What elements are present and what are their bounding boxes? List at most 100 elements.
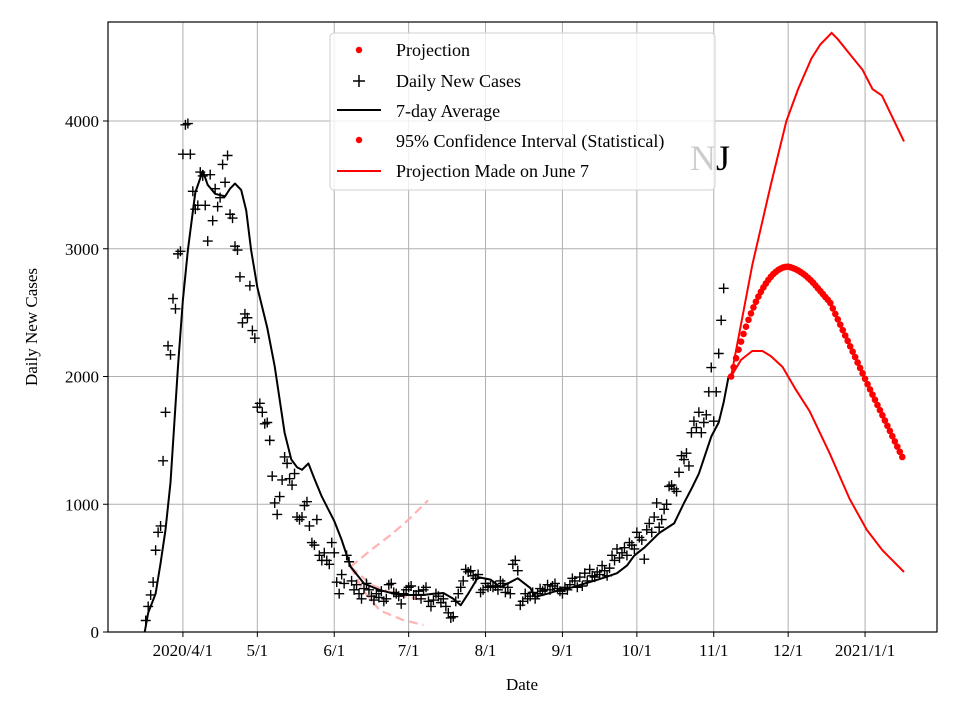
- daily-case-marker: [396, 598, 407, 609]
- daily-case-marker: [584, 564, 595, 575]
- daily-case-marker: [319, 547, 330, 558]
- daily-case-marker: [254, 398, 265, 409]
- daily-case-marker: [289, 468, 300, 479]
- daily-case-marker: [282, 458, 293, 469]
- x-tick-label: 2020/4/1: [153, 641, 213, 660]
- daily-case-marker: [354, 588, 365, 599]
- seven-day-average-line: [143, 169, 730, 633]
- y-tick-label: 2000: [65, 368, 99, 387]
- projection-point: [884, 422, 891, 430]
- daily-case-marker: [448, 611, 459, 622]
- projection-point: [896, 448, 904, 456]
- daily-case-marker: [339, 578, 350, 589]
- daily-case-marker: [478, 584, 489, 595]
- daily-case-marker: [636, 535, 647, 546]
- daily-case-marker: [150, 545, 161, 556]
- daily-case-marker: [651, 497, 662, 508]
- projection-point: [874, 401, 881, 409]
- legend-label-daily-cases: Daily New Cases: [396, 71, 521, 91]
- daily-case-marker: [597, 560, 608, 571]
- daily-case-marker: [294, 514, 305, 525]
- daily-case-marker: [165, 349, 176, 360]
- y-tick-label: 0: [91, 623, 100, 642]
- daily-case-marker: [616, 547, 627, 558]
- daily-case-marker: [383, 579, 394, 590]
- daily-case-marker: [639, 554, 650, 565]
- daily-case-marker: [202, 236, 213, 247]
- projection-point: [864, 380, 871, 388]
- legend-label-7day-average: 7-day Average: [396, 101, 500, 121]
- daily-case-marker: [217, 159, 228, 170]
- daily-case-marker: [686, 427, 697, 438]
- daily-case-marker: [604, 563, 615, 574]
- daily-case-marker: [163, 340, 174, 351]
- x-tick-label: 9/1: [552, 641, 574, 660]
- daily-case-marker: [220, 177, 231, 188]
- projection-point: [861, 375, 869, 383]
- ci-lower-line: [730, 350, 905, 573]
- daily-case-marker: [155, 520, 166, 531]
- daily-case-marker: [331, 577, 342, 588]
- projection-point: [836, 321, 844, 328]
- daily-case-marker: [247, 325, 258, 336]
- legend-label-confidence-interval: 95% Confidence Interval (Statistical): [396, 131, 664, 152]
- x-tick-label: 7/1: [398, 641, 420, 660]
- daily-case-marker: [542, 579, 553, 590]
- daily-case-marker: [698, 417, 709, 428]
- june7-projection-upper-line: [349, 499, 429, 568]
- projection-point: [879, 412, 886, 419]
- daily-case-marker: [237, 317, 248, 328]
- daily-case-marker: [567, 573, 578, 584]
- projection-point: [894, 443, 901, 450]
- daily-case-marker: [701, 409, 712, 420]
- daily-case-marker: [172, 248, 183, 259]
- daily-case-marker: [592, 566, 603, 577]
- daily-case-marker: [718, 283, 729, 294]
- projection-point: [889, 432, 896, 440]
- daily-case-marker: [438, 593, 449, 604]
- daily-case-marker: [634, 532, 645, 543]
- daily-case-marker: [661, 499, 672, 510]
- daily-case-marker: [455, 582, 466, 593]
- daily-case-marker: [284, 473, 295, 484]
- daily-case-marker: [669, 483, 680, 494]
- daily-case-marker: [324, 559, 335, 570]
- projection-point: [849, 348, 856, 356]
- daily-case-marker: [279, 451, 290, 462]
- projection-point: [856, 364, 864, 372]
- daily-case-marker: [552, 583, 563, 594]
- daily-case-marker: [609, 555, 620, 566]
- daily-case-marker: [262, 417, 273, 428]
- daily-case-marker: [272, 509, 283, 520]
- daily-case-marker: [512, 565, 523, 576]
- y-tick-label: 4000: [65, 112, 99, 131]
- projection-point: [735, 346, 742, 353]
- projection-point: [827, 299, 834, 307]
- daily-case-marker: [460, 564, 471, 575]
- daily-case-marker: [418, 584, 429, 595]
- daily-case-marker: [708, 416, 719, 427]
- daily-case-marker: [468, 570, 479, 581]
- daily-case-marker: [351, 579, 362, 590]
- daily-case-marker: [326, 537, 337, 548]
- projection-point: [745, 316, 752, 324]
- daily-case-marker: [547, 581, 558, 592]
- daily-case-marker: [406, 581, 417, 592]
- daily-case-marker: [475, 587, 486, 598]
- daily-case-marker: [167, 293, 178, 304]
- x-tick-label: 11/1: [699, 641, 729, 660]
- daily-case-marker: [205, 169, 216, 180]
- daily-case-marker: [656, 514, 667, 525]
- y-tick-label: 1000: [65, 495, 99, 514]
- daily-case-marker: [674, 467, 685, 478]
- y-axis-label: Daily New Cases: [22, 268, 41, 386]
- projection-point: [831, 310, 839, 318]
- daily-case-marker: [158, 455, 169, 466]
- daily-case-marker: [445, 612, 456, 623]
- daily-case-marker: [649, 512, 660, 523]
- daily-case-marker: [631, 527, 642, 538]
- june7-projection-mid-line: [349, 565, 424, 602]
- daily-case-marker: [334, 588, 345, 599]
- y-tick-label: 3000: [65, 240, 99, 259]
